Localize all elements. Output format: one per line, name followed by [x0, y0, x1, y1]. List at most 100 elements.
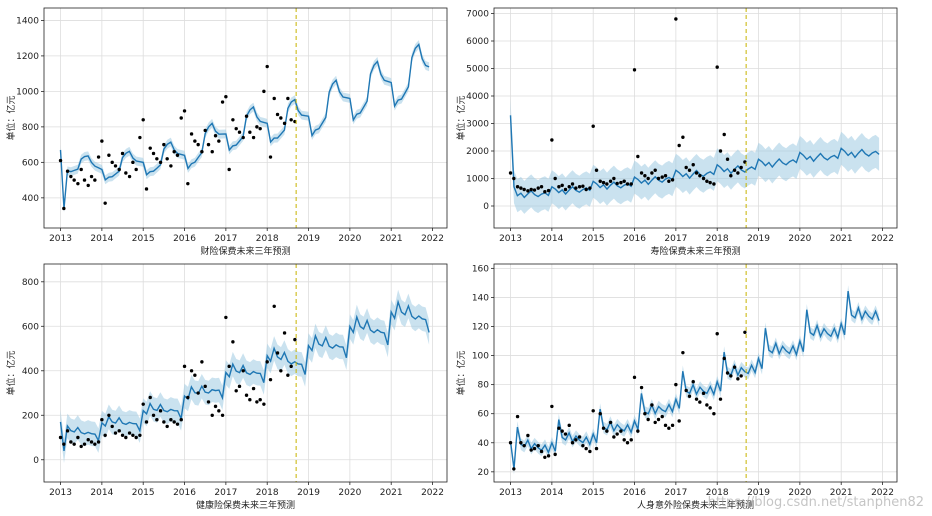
observed-point: [629, 438, 633, 442]
observed-point: [570, 441, 575, 445]
observed-point: [141, 402, 145, 406]
observed-point: [237, 130, 242, 134]
observed-point: [622, 179, 626, 183]
x-tick-label: 2022: [871, 234, 894, 244]
plot-frame: [493, 263, 898, 483]
observed-point: [65, 169, 70, 173]
observed-point: [512, 467, 516, 471]
observed-point: [729, 174, 733, 178]
observed-point: [69, 440, 73, 444]
observed-point: [268, 377, 273, 382]
observed-point: [670, 423, 675, 428]
y-tick-label: 1400: [16, 16, 39, 26]
y-tick-label: 800: [22, 278, 39, 288]
x-tick-label: 2022: [871, 488, 894, 498]
y-tick-label: 200: [22, 411, 39, 421]
observed-point: [117, 167, 121, 172]
observed-point: [694, 397, 699, 401]
observed-point: [722, 132, 726, 137]
y-axis-label: 单位：亿元: [5, 95, 17, 140]
observed-point: [107, 413, 111, 417]
observed-point: [715, 65, 719, 69]
observed-point: [224, 315, 228, 320]
observed-point: [588, 186, 592, 190]
uncertainty-band: [510, 98, 880, 214]
observed-point: [86, 438, 90, 442]
observed-point: [193, 373, 197, 377]
observed-point: [619, 180, 623, 185]
subplot-4: 2013 2014 2015 2016 2017 2018 2019 2020 2021 2022…: [455, 263, 898, 511]
observed-point: [574, 438, 578, 442]
observed-point: [144, 187, 149, 191]
observed-point: [560, 429, 564, 433]
observed-point: [522, 187, 526, 192]
x-tick-label: 2020: [788, 488, 811, 498]
observed-point: [255, 400, 259, 404]
observed-point: [632, 68, 637, 72]
observed-point: [563, 187, 568, 192]
observed-point: [203, 384, 207, 389]
observed-point: [577, 435, 582, 439]
observed-point: [213, 404, 218, 409]
y-tick-label: 3000: [466, 120, 489, 130]
observed-point: [265, 64, 269, 69]
y-tick-label: 80: [478, 381, 490, 391]
y-tick-label: 0: [33, 456, 39, 466]
y-tick-label: 4000: [466, 92, 489, 102]
y-tick-label: 400: [22, 367, 39, 377]
observed-point: [629, 182, 633, 186]
x-tick-label: 2021: [380, 234, 403, 244]
observed-point: [138, 135, 142, 140]
observed-point: [584, 187, 588, 192]
observed-point: [550, 138, 554, 142]
observed-point: [553, 452, 557, 457]
observed-point: [275, 351, 280, 355]
x-tick-label: 2016: [623, 234, 646, 244]
observed-point: [677, 419, 681, 423]
x-tick-label: 2017: [664, 488, 687, 498]
observed-point: [103, 433, 107, 437]
observed-point: [543, 455, 547, 459]
observed-point: [293, 337, 297, 342]
x-tick-label: 2013: [49, 488, 72, 498]
y-tick-label: 40: [478, 439, 490, 449]
observed-point: [553, 176, 557, 181]
observed-point: [244, 393, 249, 397]
observed-point: [251, 386, 256, 391]
observed-point: [550, 404, 554, 409]
observed-point: [591, 124, 595, 128]
plot-frame: [493, 7, 898, 229]
x-axis-label: 人身意外险保费未来三年预测: [637, 499, 754, 511]
x-tick-label: 2019: [747, 488, 770, 498]
x-tick-label: 2018: [256, 488, 279, 498]
observed-point: [65, 429, 70, 433]
observed-point: [694, 171, 699, 175]
observed-point: [667, 179, 671, 183]
x-tick-label: 2021: [380, 488, 403, 498]
forecast-line: [59, 43, 430, 209]
observed-point: [162, 420, 166, 424]
observed-point: [567, 423, 571, 428]
observed-point: [739, 165, 743, 170]
x-tick-label: 2017: [214, 488, 237, 498]
observed-point: [563, 432, 568, 436]
observed-point: [117, 429, 121, 433]
observed-point: [608, 179, 613, 183]
observed-point: [76, 435, 80, 440]
observed-point: [72, 442, 76, 446]
observed-point: [289, 118, 293, 122]
x-tick-label: 2016: [173, 488, 196, 498]
observed-point: [698, 400, 702, 404]
observed-point: [687, 168, 692, 172]
observed-point: [674, 382, 678, 387]
observed-point: [69, 174, 73, 179]
observed-point: [220, 100, 225, 104]
observed-point: [598, 179, 602, 183]
observed-point: [681, 135, 685, 139]
observed-point: [151, 151, 156, 156]
observed-point: [677, 143, 681, 148]
uncertainty-band: [60, 289, 430, 464]
x-axis-label: 健康险保费未来三年预测: [196, 499, 295, 511]
x-tick-label: 2021: [830, 488, 853, 498]
